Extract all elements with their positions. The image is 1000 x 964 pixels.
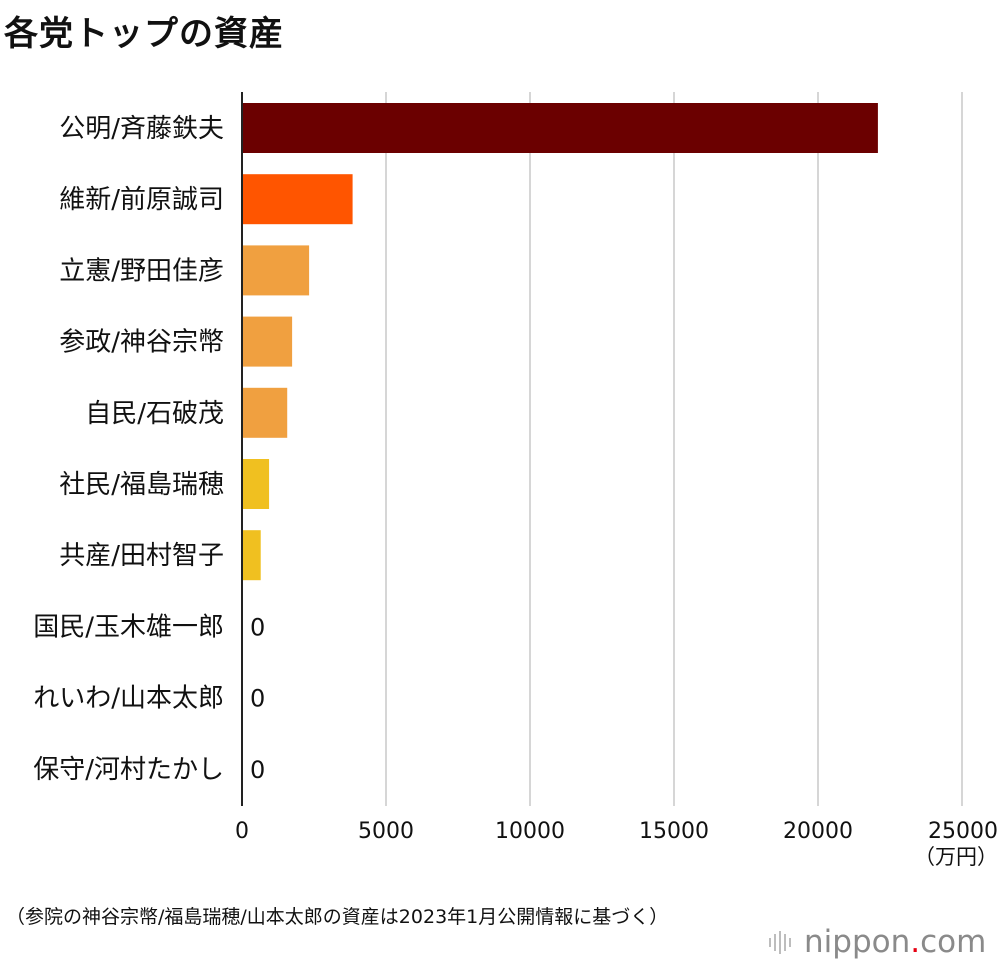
unit-label: （万円） xyxy=(914,845,998,869)
category-label: 公明/斉藤鉄夫 xyxy=(59,114,224,144)
bar xyxy=(242,174,353,225)
bar xyxy=(242,103,878,153)
x-tick-label: 25000 xyxy=(928,819,998,844)
x-tick-label: 5000 xyxy=(358,819,414,844)
bar xyxy=(242,530,261,581)
brand-wordmark: nippon.com xyxy=(804,924,987,960)
category-label: 自民/石破茂 xyxy=(85,399,224,429)
category-label: 共産/田村智子 xyxy=(59,541,224,571)
bar xyxy=(242,245,310,296)
category-label: 立憲/野田佳彦 xyxy=(59,256,224,286)
bar-value-label: 0 xyxy=(250,685,265,713)
bar-value-label: 0 xyxy=(250,756,265,784)
source-note: （参院の神谷宗幣/福島瑞穂/山本太郎の資産は2023年1月公開情報に基づく） xyxy=(6,906,669,928)
category-label: 社民/福島瑞穂 xyxy=(59,470,224,500)
x-tick-label: 10000 xyxy=(495,819,565,844)
x-tick-label: 20000 xyxy=(783,819,853,844)
bar xyxy=(242,459,270,509)
category-label: 参政/神谷宗幣 xyxy=(59,328,224,358)
bar-value-label: 0 xyxy=(250,613,265,641)
category-label: 保守/河村たかし xyxy=(33,755,224,785)
category-label: れいわ/山本太郎 xyxy=(33,684,224,714)
category-label: 国民/玉木雄一郎 xyxy=(33,612,224,642)
bar-chart: 公明/斉藤鉄夫維新/前原誠司立憲/野田佳彦参政/神谷宗幣自民/石破茂社民/福島瑞… xyxy=(33,92,998,869)
bar xyxy=(242,316,293,367)
nippon-waveform-icon xyxy=(769,931,791,954)
bar xyxy=(242,387,288,438)
nippon-logo[interactable]: nippon.com xyxy=(768,922,986,962)
category-label: 維新/前原誠司 xyxy=(59,185,224,215)
x-tick-label: 0 xyxy=(235,819,249,844)
x-tick-label: 15000 xyxy=(639,819,709,844)
chart-title: 各党トップの資産 xyxy=(4,14,284,54)
